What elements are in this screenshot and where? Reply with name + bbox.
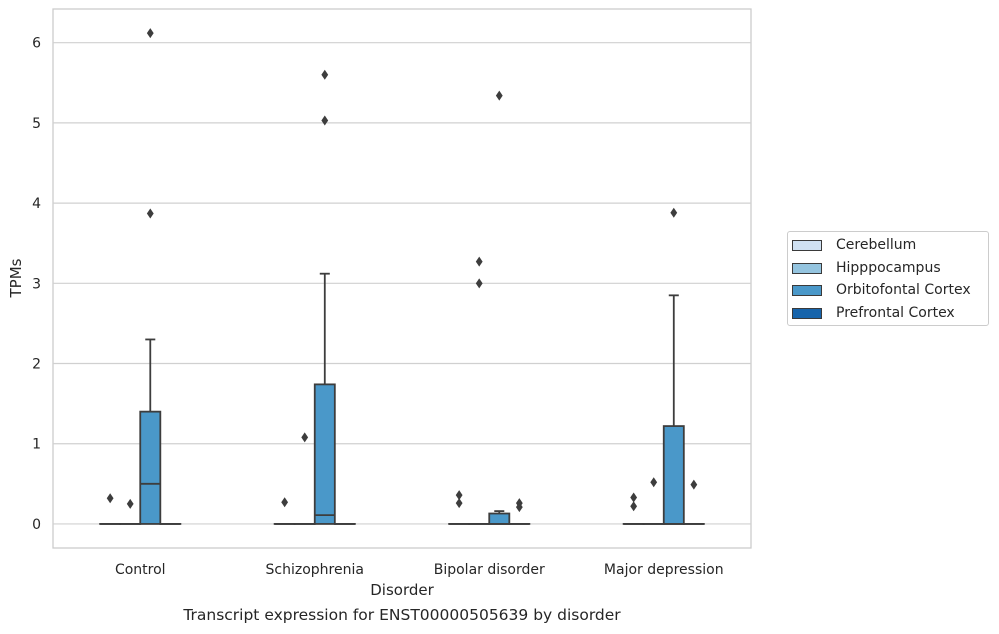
chart-caption: Transcript expression for ENST0000050563… [183,606,621,624]
legend-swatch-cerebellum [792,239,822,251]
legend-item-orbitofrontal-cortex: Orbitofontal Cortex [792,281,971,299]
legend-label: Prefrontal Cortex [836,305,955,321]
box [313,383,336,525]
legend-swatch-hippocampus [792,262,822,274]
legend-label: Orbitofontal Cortex [836,282,971,298]
legend-label: Hipppocampus [836,260,941,276]
box [139,410,162,525]
x-tick-label: Control [115,562,166,578]
plot-area [52,8,752,549]
y-tick-label: 5 [32,116,41,132]
legend-label: Cerebellum [836,237,917,253]
outlier-point [630,492,638,503]
outlier-point [146,28,154,39]
y-tick-label: 1 [32,437,41,453]
box [488,512,511,525]
outlier-point [455,490,463,501]
outlier-point [321,69,329,80]
box-series [99,28,705,525]
outlier-point [321,115,329,126]
box-group [662,207,685,525]
y-tick-label: 2 [32,357,41,373]
y-axis-ticks: 0 1 2 3 4 5 6 [32,36,41,533]
outlier-point [630,501,638,512]
box [662,425,685,525]
legend-item-prefrontal-cortex: Prefrontal Cortex [792,304,955,322]
box-group [682,479,705,525]
outlier-point [146,208,154,219]
legend: Cerebellum Hipppocampus Orbitofontal Cor… [787,231,989,326]
outlier-point [475,256,483,267]
legend-swatch-orbitofrontal-cortex [792,284,822,296]
box-group [313,69,336,525]
y-tick-label: 4 [32,196,41,212]
outlier-point [690,479,698,490]
x-tick-label: Major depression [604,562,724,578]
x-tick-label: Bipolar disorder [434,562,545,578]
x-axis-label: Disorder [370,581,434,599]
outlier-point [650,477,658,488]
legend-item-cerebellum: Cerebellum [792,236,916,254]
outlier-point [106,493,114,504]
y-tick-label: 0 [32,517,41,533]
outlier-point [495,90,503,101]
x-axis-ticks: Control Schizophrenia Bipolar disorder Majo… [115,562,724,578]
outlier-point [281,497,289,508]
box-group [488,90,511,525]
outlier-point [455,498,463,509]
legend-swatch-prefrontal-cortex [792,307,822,319]
outlier-point [670,207,678,218]
outlier-point [126,498,134,509]
y-tick-label: 6 [32,36,41,52]
legend-item-hippocampus: Hipppocampus [792,259,941,277]
y-axis-label: TPMs [7,258,25,298]
outlier-point [475,278,483,289]
x-tick-label: Schizophrenia [266,562,364,578]
outlier-point [301,432,309,443]
box-group [508,498,531,525]
y-tick-label: 3 [32,276,41,292]
outlier-point [515,502,523,513]
box-group [139,28,162,525]
